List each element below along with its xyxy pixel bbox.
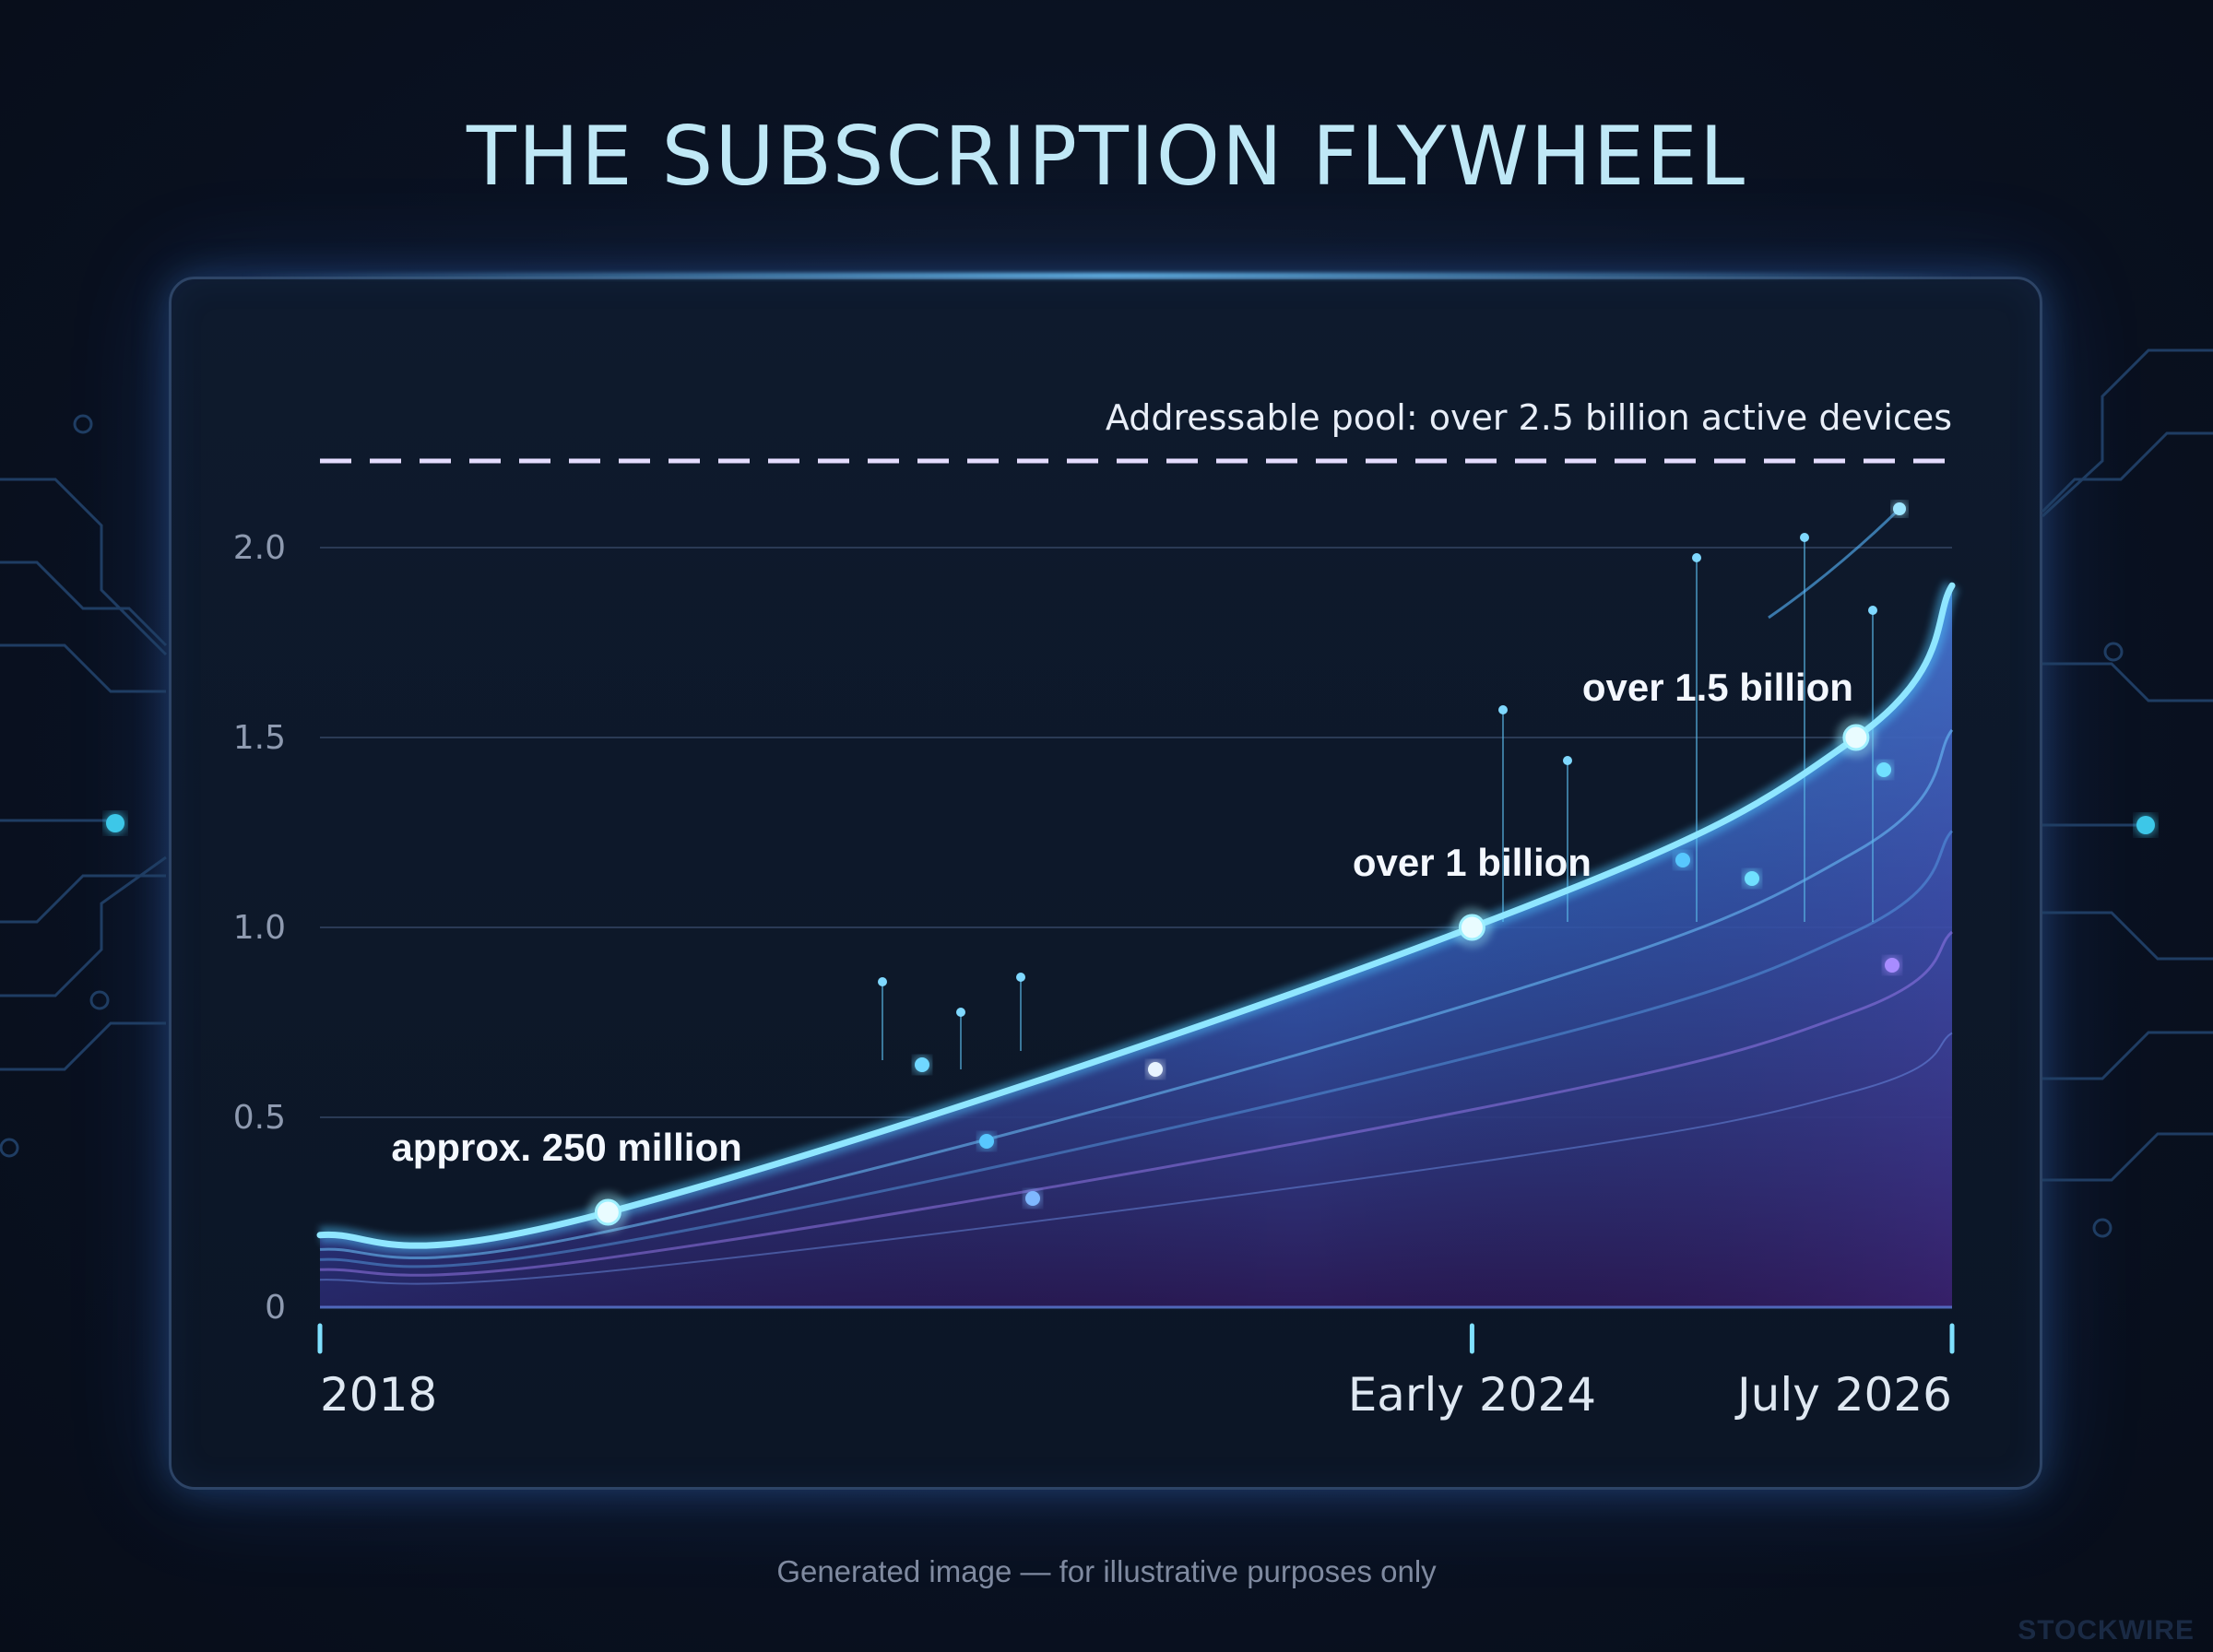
stream-dot	[1675, 853, 1690, 867]
data-point	[1842, 724, 1870, 751]
reference-line-group: Addressable pool: over 2.5 billion activ…	[320, 397, 1952, 466]
spark-arc	[1768, 507, 1901, 620]
circuit-node-left	[106, 814, 124, 832]
data-label: approx. 250 million	[391, 1126, 741, 1169]
y-axis-ticks: 0 0.5 1.0 1.5 2.0	[233, 529, 286, 1327]
data-point	[594, 1198, 621, 1226]
watermark: STOCKWIRE	[2018, 1615, 2195, 1646]
x-tick-label: Early 2024	[1348, 1368, 1596, 1422]
x-tick-label: July 2026	[1734, 1368, 1952, 1422]
decorative-streams	[319, 502, 1954, 1285]
spark-dot	[1868, 606, 1877, 615]
x-tick-label: 2018	[320, 1368, 437, 1422]
y-tick-label: 0.5	[233, 1099, 286, 1137]
spark-dot	[1692, 553, 1701, 562]
stream-dot	[1885, 958, 1899, 973]
x-axis-ticks: 2018 Early 2024 July 2026	[317, 1323, 1955, 1422]
stream-dot	[979, 1134, 994, 1149]
y-tick-label: 2.0	[233, 529, 286, 567]
data-point	[1458, 914, 1485, 941]
spark-dot	[1563, 756, 1572, 765]
data-label: over 1.5 billion	[1582, 666, 1853, 709]
area-group	[320, 585, 1952, 1307]
spark-dot	[878, 977, 887, 986]
chart-title: THE SUBSCRIPTION FLYWHEEL	[467, 109, 1746, 204]
spark-dot	[1016, 973, 1025, 982]
spark-dot	[1498, 705, 1508, 714]
footer-caption: Generated image — for illustrative purpo…	[776, 1554, 1437, 1588]
stream-dot	[915, 1057, 929, 1072]
annotations: approx. 250 million over 1 billion over 1.…	[391, 666, 1853, 1169]
circuit-decoration-right	[2041, 348, 2213, 1238]
stream-line	[319, 728, 1954, 1260]
data-label: over 1 billion	[1353, 841, 1592, 884]
stream-dot	[1025, 1191, 1040, 1206]
data-points	[587, 717, 1876, 1233]
stream-dot	[1876, 762, 1891, 777]
stream-line	[319, 930, 1953, 1277]
y-tick-label: 1.5	[233, 719, 286, 757]
stream-dot	[1148, 1062, 1163, 1077]
panel-top-glow	[240, 273, 1973, 278]
circuit-node-right	[2136, 816, 2155, 834]
y-tick-label: 0	[265, 1289, 286, 1327]
circuit-decoration-left	[0, 414, 168, 1158]
y-tick-label: 1.0	[233, 909, 286, 947]
reference-line-label: Addressable pool: over 2.5 billion activ…	[1106, 397, 1952, 438]
stream-dot	[1745, 871, 1759, 886]
spark-dot	[1893, 502, 1906, 515]
spark-dot	[956, 1008, 965, 1017]
spark-dot	[1800, 533, 1809, 542]
stream-line	[319, 1032, 1953, 1285]
stream-line	[319, 830, 1954, 1268]
area-shade	[320, 585, 1952, 1307]
